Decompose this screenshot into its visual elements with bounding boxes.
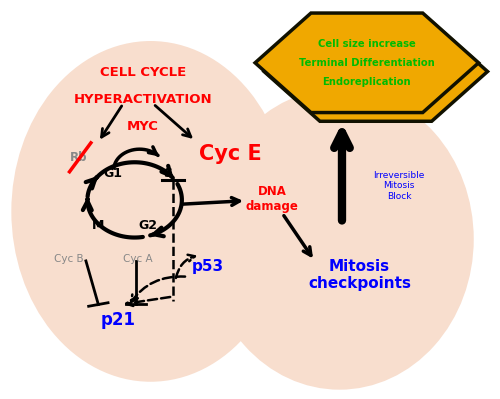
Text: DNA
damage: DNA damage [246, 186, 299, 213]
Text: MYC: MYC [127, 120, 159, 133]
Text: Cell size increase: Cell size increase [318, 39, 416, 49]
Text: M: M [92, 219, 104, 232]
Text: Endoreplication: Endoreplication [322, 77, 411, 87]
Ellipse shape [206, 89, 474, 390]
Text: Mitosis
checkpoints: Mitosis checkpoints [308, 259, 411, 291]
Text: p53: p53 [192, 259, 224, 275]
Polygon shape [264, 22, 488, 121]
Text: G1: G1 [104, 167, 123, 180]
Text: HYPERACTIVATION: HYPERACTIVATION [74, 93, 212, 106]
Text: Cyc A: Cyc A [124, 254, 153, 264]
Ellipse shape [12, 41, 290, 382]
Text: Cyc E: Cyc E [198, 144, 262, 164]
Text: G2: G2 [138, 219, 158, 232]
Text: Rb: Rb [70, 151, 87, 164]
Text: Cyc B: Cyc B [54, 254, 84, 264]
Text: p21: p21 [100, 311, 136, 329]
Text: Terminal Differentiation: Terminal Differentiation [299, 58, 434, 68]
Polygon shape [255, 13, 478, 113]
Text: CELL CYCLE: CELL CYCLE [100, 66, 186, 79]
Text: Irreversible
Mitosis
Block: Irreversible Mitosis Block [374, 171, 425, 201]
Text: S: S [164, 167, 172, 180]
